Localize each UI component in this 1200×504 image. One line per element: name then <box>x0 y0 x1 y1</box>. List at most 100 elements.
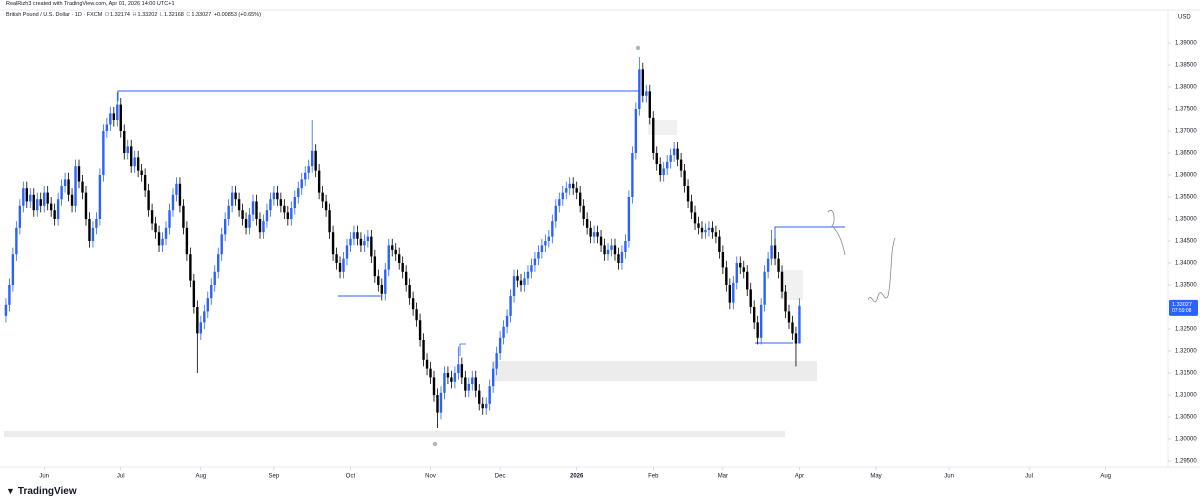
candle-body <box>718 236 721 253</box>
candle-body <box>157 232 161 246</box>
y-tick-label: 1.32500 <box>1175 327 1197 333</box>
candle-body <box>32 194 35 211</box>
price-label-box <box>1169 299 1198 316</box>
candle-body <box>700 227 704 233</box>
candle-body <box>25 188 28 202</box>
y-tick-label: 1.31500 <box>1175 371 1197 377</box>
candle-body <box>572 183 575 189</box>
candle-body <box>627 197 631 242</box>
candle-body <box>711 227 714 233</box>
candle-body <box>505 315 509 327</box>
candle-body <box>11 254 15 286</box>
candle-body <box>683 170 686 187</box>
y-tick-label: 1.31000 <box>1175 393 1197 399</box>
candle-body <box>81 181 84 193</box>
candle-body <box>206 298 209 312</box>
y-tick-label: 1.36500 <box>1175 151 1197 157</box>
candle-body <box>641 69 645 96</box>
creator-note: RealRizh3 created with TradingView.com, … <box>6 1 175 7</box>
candle-body <box>359 238 363 246</box>
candle-body <box>213 271 216 286</box>
candle-body <box>49 203 53 211</box>
candle-body <box>286 212 290 220</box>
candle-body <box>310 150 314 167</box>
candle-body <box>547 236 551 242</box>
marker-dot <box>432 441 438 447</box>
candle-body <box>338 263 342 272</box>
candle-body <box>276 192 279 200</box>
ohlc-label: H <box>132 12 137 18</box>
candle-body <box>770 245 773 259</box>
candle-body <box>304 172 307 180</box>
candle-body <box>265 210 269 222</box>
candle-body <box>533 258 537 266</box>
candle-body <box>662 168 665 176</box>
candle-body <box>279 199 283 206</box>
candle-body <box>189 254 192 281</box>
candle-body <box>244 219 248 228</box>
candle-body <box>665 161 669 169</box>
candle-body <box>18 205 22 228</box>
candle-body <box>317 170 321 193</box>
candle-body <box>283 205 286 213</box>
candle-body <box>672 148 676 156</box>
y-tick-label: 1.29500 <box>1175 459 1197 465</box>
candle-body <box>516 276 519 281</box>
candle-body <box>554 205 558 222</box>
candle-body <box>102 131 105 176</box>
candle-body <box>411 298 415 310</box>
candle-body <box>230 192 234 206</box>
candle-body <box>457 364 460 374</box>
y-tick-label: 1.30500 <box>1175 415 1197 421</box>
candle-body <box>314 150 317 171</box>
candle-body <box>578 192 582 206</box>
x-tick-label: Aug <box>195 474 206 480</box>
candle-body <box>610 245 613 250</box>
x-tick-label: Oct <box>346 474 356 480</box>
x-tick-label: Jul <box>117 474 125 480</box>
candle-body <box>321 192 324 202</box>
candle-body <box>300 179 303 189</box>
candle-body <box>425 359 429 369</box>
candle-body <box>4 304 8 316</box>
zone <box>780 270 803 300</box>
candle-body <box>251 201 255 215</box>
candle-body <box>523 278 526 286</box>
candle-body <box>331 232 335 255</box>
candle-body <box>77 166 81 182</box>
zone <box>492 361 817 381</box>
candle-body <box>766 258 770 272</box>
candle-body <box>67 179 70 195</box>
candle-body <box>22 188 25 206</box>
candle-body <box>502 326 505 338</box>
candles <box>4 57 801 429</box>
candle-body <box>707 227 711 231</box>
candle-body <box>352 232 356 239</box>
x-tick-label: Mar <box>718 474 728 480</box>
candle-body <box>485 403 488 409</box>
candle-body <box>655 153 658 165</box>
candle-body <box>429 368 432 378</box>
last-price-label: 1.33027 <box>1172 302 1192 308</box>
level-line <box>459 343 466 356</box>
candle-body <box>432 377 436 396</box>
candle-body <box>46 192 49 204</box>
candle-body <box>164 227 168 239</box>
candle-body <box>84 192 88 220</box>
symbol: British Pound / U.S. Dollar · 1D · FXCM <box>6 12 103 18</box>
projection-sketch <box>827 210 846 256</box>
candle-body <box>575 188 578 193</box>
candle-body <box>732 282 735 303</box>
candle-body <box>467 384 471 391</box>
candle-body <box>544 241 547 246</box>
candle-body <box>161 238 164 246</box>
candle-body <box>123 131 126 154</box>
candle-body <box>185 227 189 255</box>
candle-body <box>373 256 377 277</box>
x-tick-label: Jun <box>39 474 49 480</box>
candle-body <box>585 219 589 228</box>
candle-body <box>446 373 450 378</box>
candle-body <box>293 197 296 209</box>
candle-body <box>794 333 798 344</box>
